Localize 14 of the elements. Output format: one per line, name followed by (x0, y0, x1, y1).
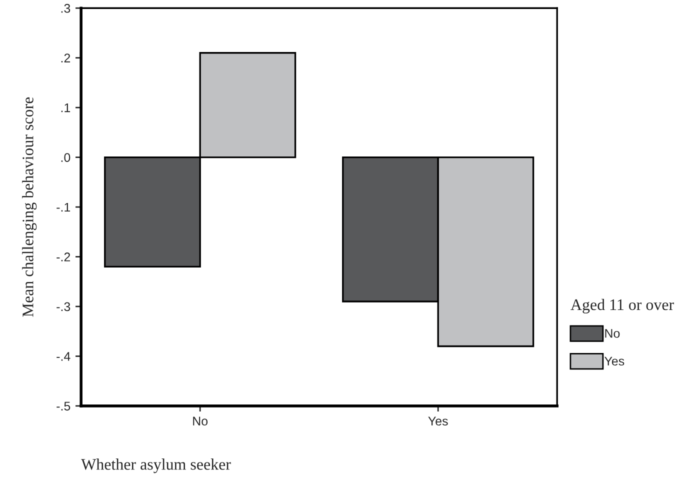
y-tick-label: .2 (61, 54, 70, 62)
legend-title: Aged 11 or over (570, 298, 674, 314)
x-axis-title: Whether asylum seeker (81, 458, 231, 474)
legend-label: No (605, 329, 620, 338)
y-tick-label: -.2 (56, 252, 70, 262)
y-tick-label: .0 (61, 153, 70, 162)
y-tick-label: -.3 (56, 302, 70, 312)
y-tick-label: .3 (61, 4, 70, 13)
y-tick-label: -.1 (56, 202, 70, 212)
legend-label: Yes (604, 356, 624, 366)
y-tick-label: .1 (61, 103, 70, 112)
y-tick-label: -.5 (56, 402, 70, 411)
y-tick-label: -.4 (56, 352, 70, 361)
y-axis-title: Mean challenging behaviour score (22, 97, 37, 317)
